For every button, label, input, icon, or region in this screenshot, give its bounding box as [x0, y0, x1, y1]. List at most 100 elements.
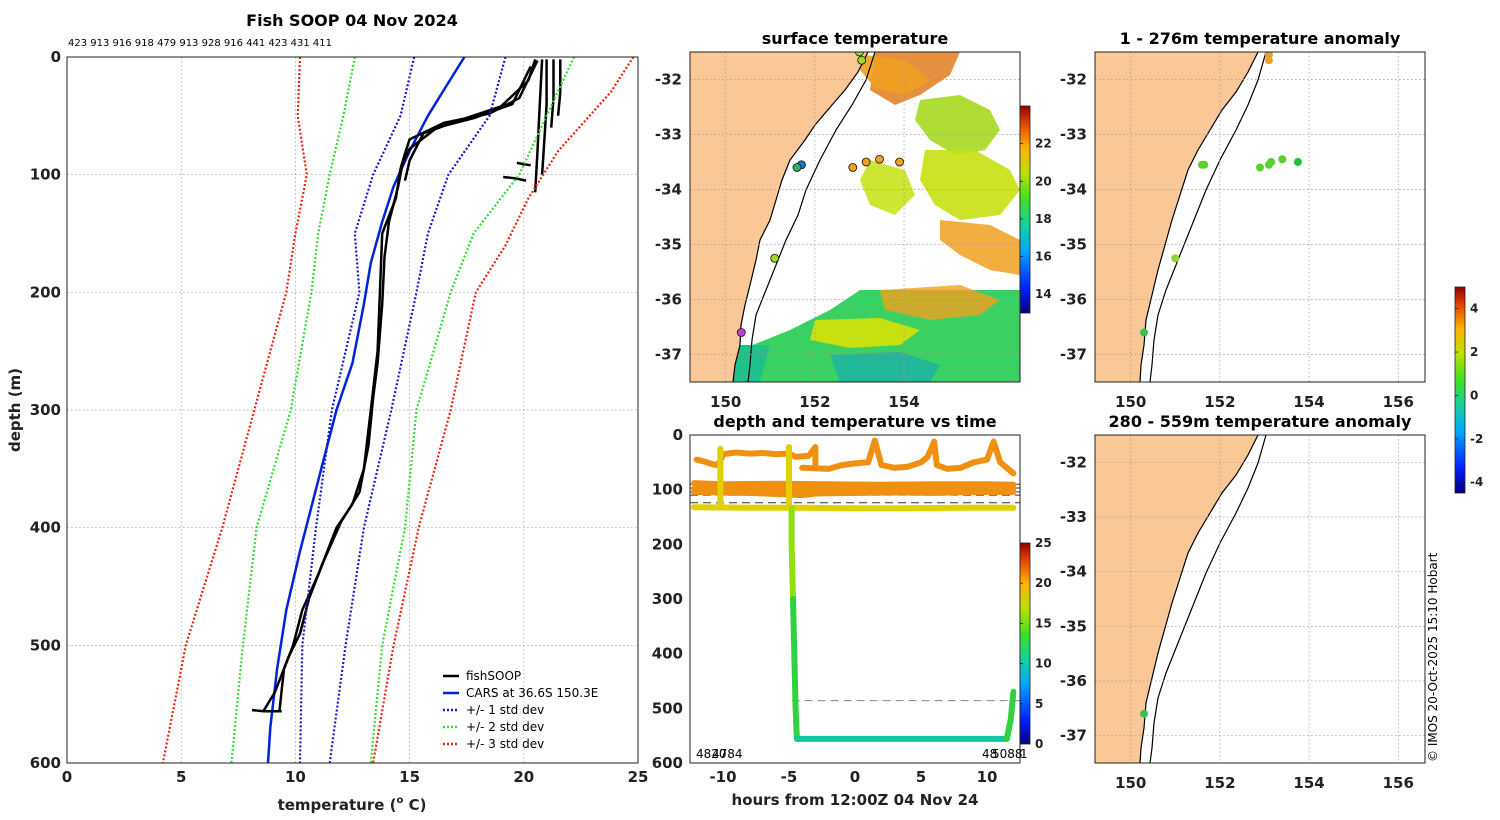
profile-subtitle: 423 913 916 918 479 913 928 916 441 423 …	[68, 38, 332, 49]
profile-ticks: 0 5 10 15 20 25 0 100 200 300 400 500 600	[30, 48, 649, 786]
sst-lat-label: -37	[655, 346, 682, 364]
timeseries-track	[691, 480, 1017, 488]
legend-label-cars: CARS at 36.6S 150.3E	[466, 686, 598, 700]
anom-lower-title: 280 - 559m temperature anomaly	[1109, 412, 1412, 431]
profile-line--3-std-dev-high-	[372, 56, 635, 764]
profile-line-fishsoop-cast-d	[533, 59, 544, 193]
timeseries-track	[1003, 688, 1017, 742]
timeseries-track	[790, 596, 800, 742]
profile-line--3-std-dev-low-	[161, 56, 308, 764]
anom-upper-station-marker	[1264, 56, 1273, 65]
sst-panel: surface temperature 150 1	[655, 29, 1052, 411]
sst-station-marker	[736, 328, 746, 337]
sst-grid	[690, 52, 1020, 382]
profile-xtick-label: 10	[285, 768, 306, 786]
anomaly-colorbar-label: -4	[1470, 475, 1483, 489]
anom-upper-lat-label: -36	[1060, 291, 1087, 309]
land-mass	[1095, 52, 1258, 382]
anom-upper-station-marker	[1267, 158, 1276, 166]
sst-cold-south	[830, 352, 940, 382]
anomaly-colorbar-label: 4	[1470, 302, 1478, 316]
timeseries-xtick-label: -10	[709, 768, 736, 786]
shelf-contour	[1149, 52, 1267, 382]
sst-colorbar-label: 14	[1035, 287, 1052, 301]
profile-ytick-label: 500	[30, 636, 61, 654]
credit-text: © IMOS 20-Oct-2025 15:10 Hobart	[1426, 552, 1440, 762]
timeseries-colorbar-label: 0	[1035, 737, 1043, 751]
sst-ticks: 150 152 154 -32 -33 -34 -35 -36 -37	[655, 71, 920, 412]
anom-upper-lat-label: -35	[1060, 236, 1087, 254]
profile-line-fishsoop-cast-h	[503, 175, 527, 182]
anom-lower-lat-label: -34	[1060, 563, 1087, 581]
timeseries-colorbar-label: 25	[1035, 536, 1052, 550]
timeseries-colorbar-label: 20	[1035, 576, 1052, 590]
timeseries-label-left-b: 4784	[712, 747, 743, 761]
anom-lower-panel: 280 - 559m temperature anomaly 150 152 154…	[1060, 286, 1483, 792]
timeseries-track	[691, 504, 1017, 512]
sst-lat-label: -35	[655, 236, 682, 254]
timeseries-xtick-label: 5	[916, 768, 926, 786]
anom-lower-lat-label: -36	[1060, 672, 1087, 690]
anom-lower-lon-label: 156	[1383, 774, 1414, 792]
anom-upper-station-marker	[1278, 155, 1287, 164]
profile-panel: Fish SOOP 04 Nov 2024 423 913 916 918 47…	[6, 11, 648, 814]
timeseries-ytick-label: 600	[652, 754, 683, 772]
sst-station-marker	[792, 163, 802, 172]
anom-lower-grid	[1095, 435, 1425, 763]
profile-series	[161, 56, 635, 764]
sst-colorbar-label: 20	[1035, 174, 1052, 188]
profile-line-fishsoop-cast-a	[278, 59, 539, 712]
profile-line-cars-at-36-6s-150-3e	[266, 56, 466, 764]
sst-warm-patch	[860, 55, 930, 95]
sst-station-marker	[875, 154, 884, 164]
timeseries-colorbar-ticks: 0 5 10 15 20 25	[1020, 536, 1052, 751]
sst-lat-label: -33	[655, 126, 682, 144]
sst-lat-label: -32	[655, 71, 682, 89]
anom-upper-lon-label: 152	[1204, 393, 1235, 411]
sst-field	[720, 52, 1020, 382]
anom-upper-lat-label: -32	[1060, 71, 1087, 89]
anom-upper-station-marker	[1200, 160, 1209, 169]
timeseries-xtick-label: 0	[850, 768, 860, 786]
legend-label-sd2: +/- 2 std dev	[466, 720, 544, 734]
shelf-contour	[747, 52, 876, 382]
sst-station-marker	[848, 163, 858, 172]
profile-line--2-std-dev-low-	[230, 56, 356, 764]
anom-lower-ticks: 150 152 154 156 -32 -33 -34 -35 -36 -37	[1060, 453, 1414, 792]
profile-legend: fishSOOP CARS at 36.6S 150.3E +/- 1 std …	[443, 669, 598, 751]
profile-title: Fish SOOP 04 Nov 2024	[246, 11, 458, 30]
sst-stations	[736, 52, 904, 337]
sst-lon-label: 154	[888, 393, 919, 411]
profile-line--1-std-dev-low-	[298, 56, 416, 764]
timeseries-xtick-label: 10	[977, 768, 998, 786]
timeseries-track	[693, 444, 819, 469]
timeseries-hlines	[690, 483, 1020, 702]
anom-upper-lon-label: 156	[1383, 393, 1414, 411]
anom-lower-stations	[1140, 709, 1149, 718]
sst-colorbar-label: 18	[1035, 212, 1052, 226]
anomaly-colorbar-ticks: 4 2 0 -2 -4	[1455, 302, 1483, 489]
anom-upper-lon-label: 150	[1115, 393, 1146, 411]
sst-mid-patch	[915, 95, 1000, 155]
anom-lower-lat-label: -35	[1060, 617, 1087, 635]
land-mass	[1095, 435, 1258, 763]
sst-station-marker	[857, 55, 867, 65]
timeseries-colorbar-label: 10	[1035, 657, 1052, 671]
anom-upper-lat-label: -37	[1060, 346, 1087, 364]
sst-warm-east	[940, 220, 1020, 275]
timeseries-xtick-label: -5	[781, 768, 798, 786]
profile-ylabel: depth (m)	[6, 368, 24, 452]
anom-upper-grid	[1095, 52, 1425, 382]
legend-label-fishsoop: fishSOOP	[466, 669, 521, 683]
profile-xlabel: temperature (o C)	[278, 795, 427, 814]
profile-line-fishsoop-cast-b	[262, 65, 532, 712]
timeseries-ytick-label: 500	[652, 699, 683, 717]
anomaly-colorbar	[1454, 286, 1466, 494]
timeseries-ytick-label: 300	[652, 590, 683, 608]
anom-lower-axes-box	[1094, 434, 1426, 764]
profile-line-fishsoop-cast-i	[516, 161, 531, 167]
profile-line--2-std-dev-high-	[369, 56, 575, 764]
timeseries-colorbar-label: 5	[1035, 697, 1043, 711]
